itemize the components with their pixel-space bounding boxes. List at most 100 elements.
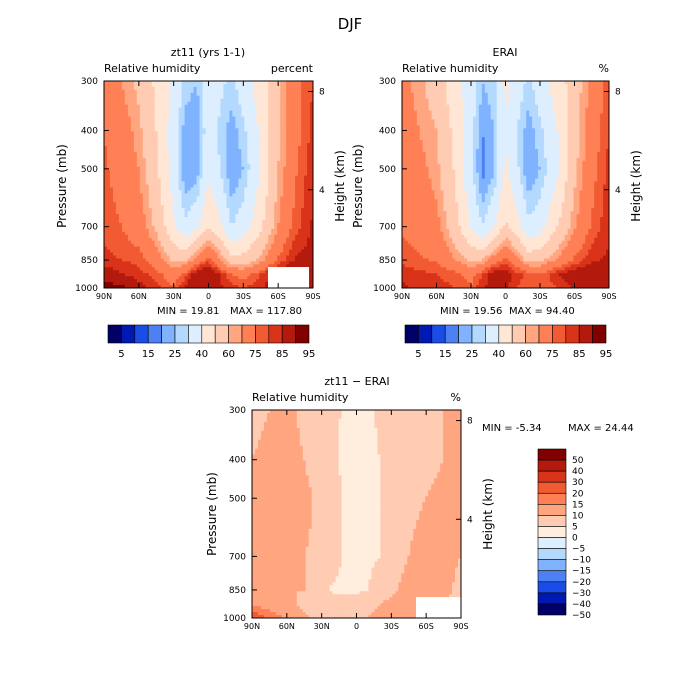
contour-cell (121, 151, 126, 156)
contour-cell (190, 172, 194, 177)
contour-cell (181, 119, 186, 123)
contour-cell (253, 89, 257, 94)
contour-cell (274, 172, 278, 177)
contour-cell (157, 240, 162, 245)
contour-cell (208, 128, 212, 132)
contour-cell (193, 163, 197, 168)
contour-cell (232, 125, 236, 129)
contour-cell (178, 175, 183, 179)
contour-cell (139, 279, 144, 283)
contour-cell (154, 208, 159, 212)
contour-cell (256, 187, 260, 191)
contour-cell (121, 276, 126, 280)
contour-cell (166, 196, 171, 200)
contour-cell (262, 107, 266, 111)
contour-cell (130, 89, 135, 94)
contour-cell (310, 178, 314, 182)
contour-cell (268, 116, 272, 120)
contour-cell (247, 282, 251, 286)
contour-cell (217, 175, 221, 179)
contour-cell (241, 101, 245, 106)
contour-cell (304, 205, 308, 209)
contour-cell (205, 95, 209, 100)
contour-cell (196, 205, 200, 209)
contour-cell (106, 157, 111, 162)
contour-cell (286, 151, 290, 156)
contour-cell (106, 92, 111, 97)
contour-cell (115, 137, 120, 141)
contour-cell (301, 214, 305, 218)
contour-cell (286, 86, 290, 91)
contour-cell (115, 143, 120, 147)
contour-cell (196, 234, 200, 239)
contour-cell (292, 261, 296, 265)
contour-cell (310, 83, 314, 88)
contour-cell (268, 98, 272, 103)
contour-cell (262, 237, 266, 242)
contour-cell (292, 222, 296, 227)
contour-cell (289, 205, 293, 209)
contour-cell (118, 228, 123, 233)
contour-cell (262, 199, 266, 203)
contour-cell (253, 116, 257, 120)
contour-cell (109, 211, 114, 215)
contour-cell (310, 282, 314, 286)
contour-cell (190, 219, 194, 224)
contour-cell (286, 113, 290, 117)
contour-cell (286, 160, 290, 165)
contour-cell (157, 252, 162, 256)
contour-cell (124, 219, 129, 224)
contour-cell (247, 86, 251, 91)
contour-cell (104, 202, 108, 206)
contour-cell (226, 184, 230, 188)
contour-cell (310, 154, 314, 159)
contour-cell (277, 261, 281, 265)
contour-cell (232, 92, 236, 97)
contour-cell (304, 143, 308, 147)
contour-cell (154, 219, 159, 224)
contour-cell (280, 83, 284, 88)
units-label: % (599, 62, 609, 75)
contour-cell (247, 92, 251, 97)
contour-cell (181, 184, 186, 188)
contour-cell (112, 205, 117, 209)
contour-cell (169, 267, 174, 271)
contour-cell (148, 270, 153, 274)
contour-cell (259, 231, 263, 236)
contour-cell (124, 237, 129, 242)
contour-cell (217, 154, 221, 159)
contour-cell (133, 285, 138, 289)
contour-cell (133, 208, 138, 212)
contour-cell (104, 113, 108, 117)
contour-cell (274, 81, 278, 85)
contour-cell (250, 211, 254, 215)
contour-cell (271, 83, 275, 88)
contour-cell (121, 273, 126, 277)
contour-cell (244, 217, 248, 221)
contour-cell (151, 113, 156, 117)
contour-cell (217, 255, 221, 259)
contour-cell (202, 128, 206, 132)
contour-cell (112, 276, 117, 280)
contour-cell (298, 181, 302, 185)
contour-cell (112, 255, 117, 259)
contour-cell (229, 178, 233, 182)
contour-cell (265, 81, 269, 85)
contour-cell (205, 137, 209, 141)
contour-cell (214, 101, 218, 106)
contour-cell (307, 107, 311, 111)
contour-cell (154, 258, 159, 262)
contour-cell (202, 92, 206, 97)
contour-cell (217, 202, 221, 206)
contour-cell (229, 219, 233, 224)
contour-cell (220, 98, 224, 103)
contour-cell (217, 178, 221, 182)
contour-cell (172, 98, 177, 103)
contour-cell (289, 104, 293, 109)
contour-cell (301, 83, 305, 88)
contour-cell (274, 217, 278, 221)
contour-cell (148, 202, 153, 206)
contour-cell (271, 98, 275, 103)
contour-cell (196, 154, 200, 159)
contour-cell (145, 282, 150, 286)
